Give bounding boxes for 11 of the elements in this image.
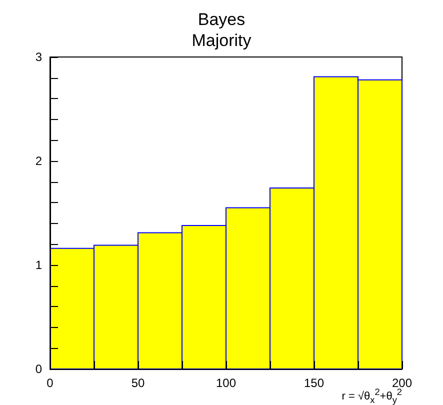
x-tick-label: 200 xyxy=(392,376,412,390)
chart-subtitle: Majority xyxy=(192,31,252,50)
x-tick-label: 100 xyxy=(216,376,236,390)
y-tick-label: 3 xyxy=(35,50,42,64)
x-tick-label: 150 xyxy=(304,376,324,390)
y-tick-label: 1 xyxy=(35,258,42,272)
chart-title: Bayes xyxy=(198,10,246,29)
y-tick-label: 2 xyxy=(35,154,42,168)
x-tick-label: 0 xyxy=(46,376,54,390)
y-tick-label: 0 xyxy=(35,362,42,376)
x-tick-label: 50 xyxy=(131,376,145,390)
